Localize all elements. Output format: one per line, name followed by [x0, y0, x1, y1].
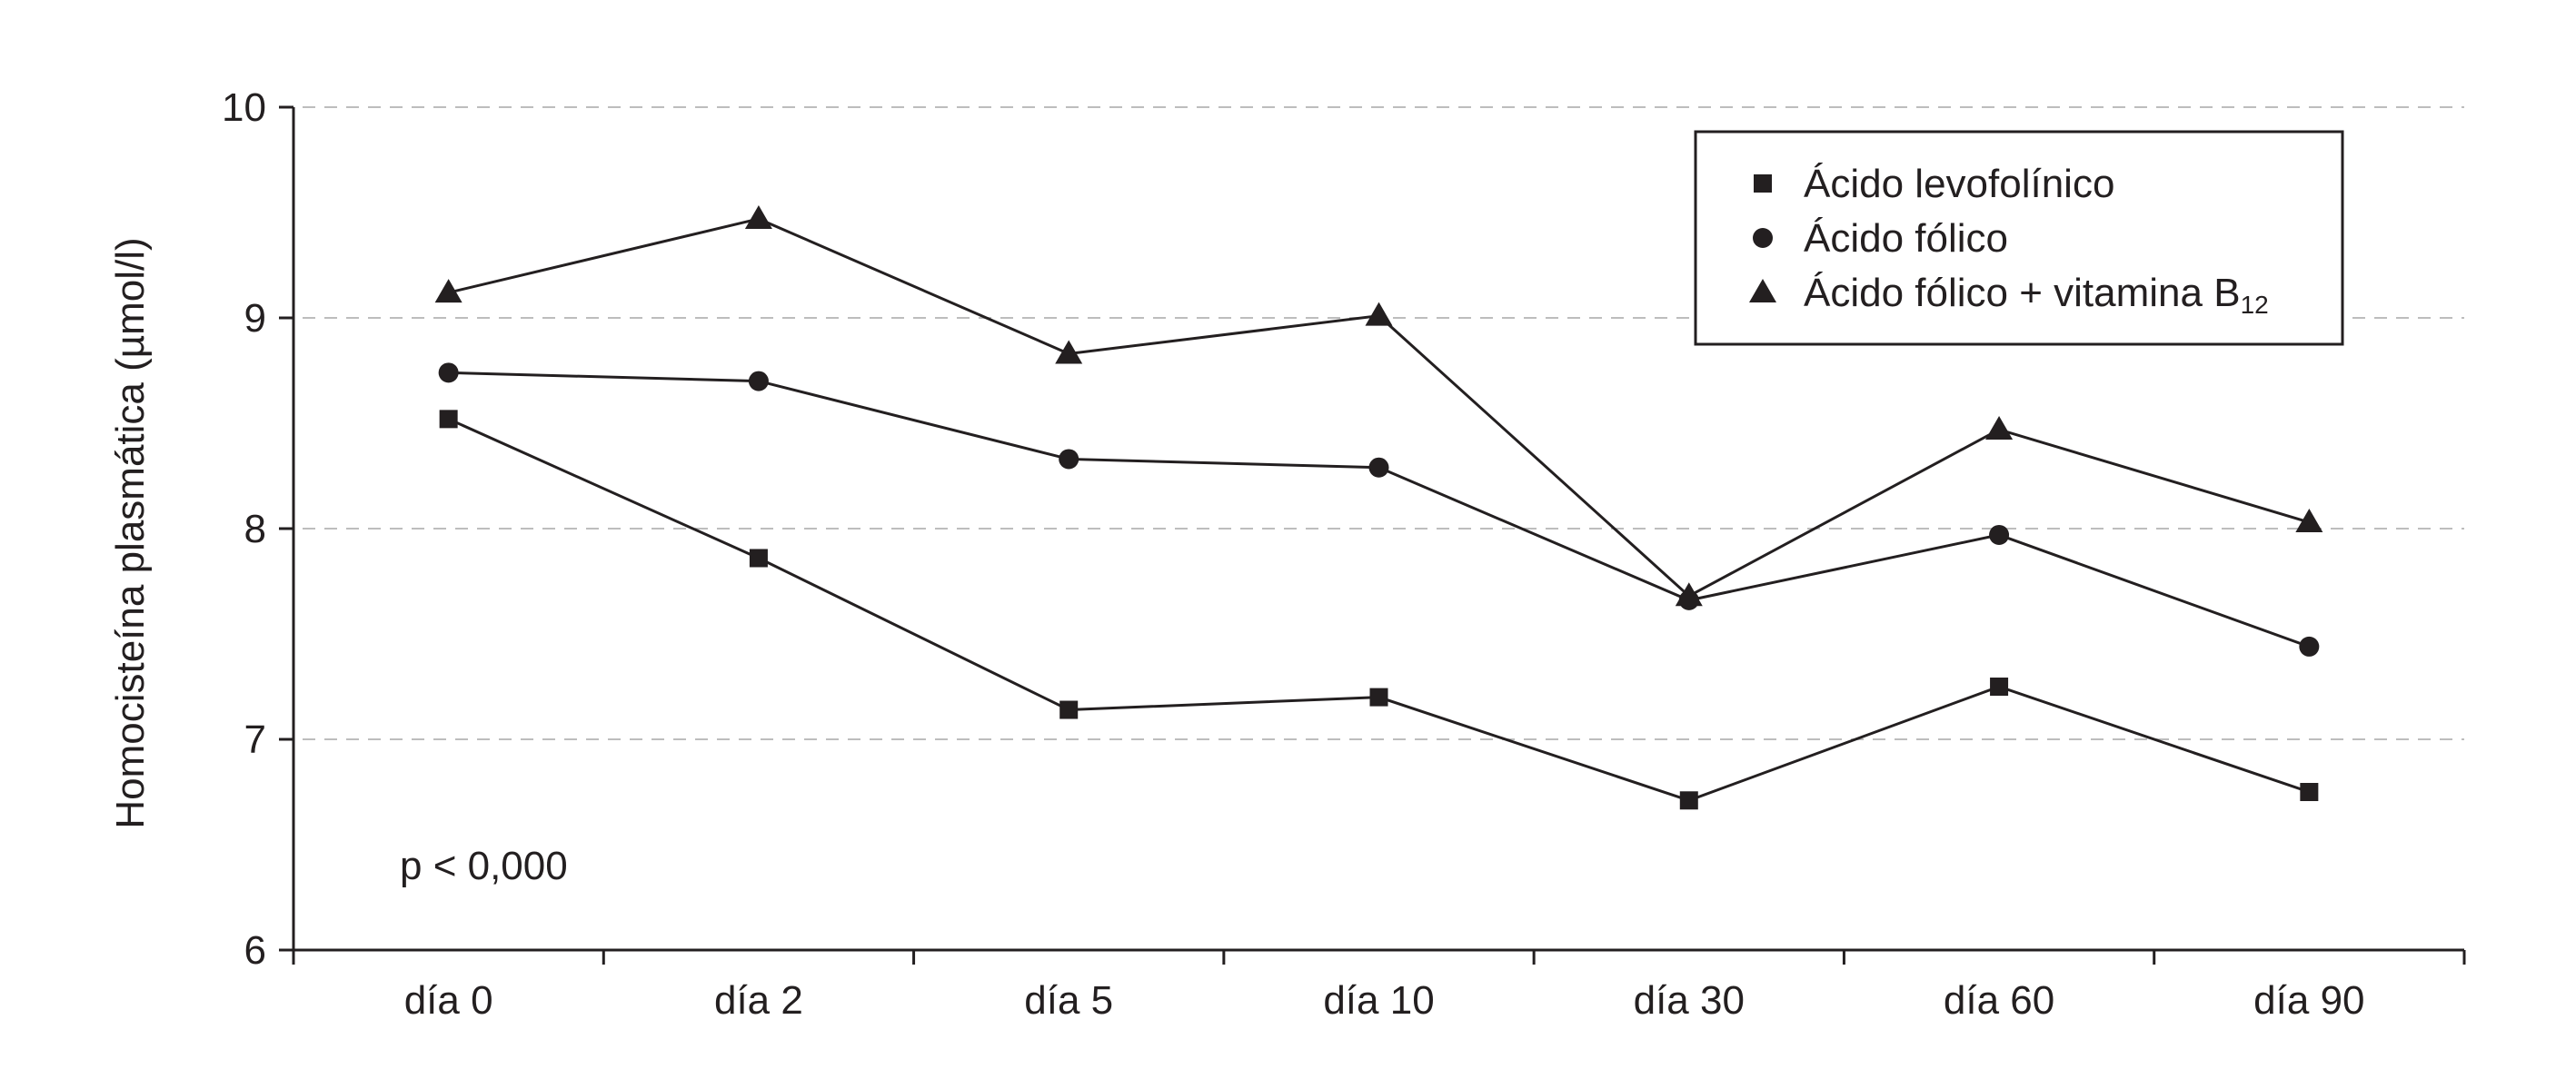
- significance-annotation: p < 0,000: [400, 844, 568, 888]
- y-axis-title: Homocisteína plasmática (µmol/l): [108, 237, 153, 828]
- data-point-triangle: [1365, 302, 1393, 326]
- legend-label: Ácido fólico: [1804, 216, 2008, 261]
- legend-label: Ácido fólico + vitamina B12: [1804, 271, 2269, 319]
- y-tick-label: 9: [244, 296, 266, 341]
- legend-label: Ácido levofolínico: [1804, 162, 2114, 206]
- legend-marker-triangle: [1749, 279, 1776, 302]
- data-point-circle: [1368, 457, 1389, 478]
- data-point-triangle: [744, 204, 772, 229]
- legend-box: [1694, 130, 2344, 346]
- data-point-triangle: [2295, 509, 2323, 533]
- data-point-circle: [438, 362, 459, 383]
- axes: 6 7 8 9 10 día 0 día 2 día 5 día 10 día 30 día 60 d…: [222, 85, 2466, 1023]
- y-tick-label: 6: [244, 928, 266, 973]
- x-tick-label: día 90: [2253, 978, 2364, 1023]
- x-tick-label: día 2: [714, 978, 803, 1023]
- series-line: [448, 371, 2310, 648]
- series-square: [439, 410, 2319, 810]
- data-point-circle: [1059, 449, 1079, 470]
- y-tick-label: 10: [222, 85, 266, 130]
- x-tick-label: día 30: [1634, 978, 1745, 1023]
- y-tick-label: 8: [244, 507, 266, 551]
- series-circle: [438, 362, 2320, 657]
- data-point-square: [2300, 783, 2319, 801]
- data-point-square: [439, 410, 458, 429]
- data-point-square: [1990, 678, 2009, 696]
- data-point-triangle: [1985, 415, 2014, 440]
- data-point-square: [1679, 791, 1698, 810]
- legend-marker-circle: [1753, 228, 1773, 248]
- data-point-square: [1369, 688, 1388, 707]
- data-point-square: [1059, 700, 1079, 719]
- data-point-triangle: [434, 279, 462, 303]
- data-point-square: [749, 549, 768, 568]
- series: [434, 204, 2323, 810]
- legend-marker-square: [1754, 174, 1772, 193]
- data-point-triangle: [1675, 582, 1703, 607]
- data-point-triangle: [1055, 340, 1083, 364]
- x-tick-label: día 60: [1944, 978, 2054, 1023]
- x-tick-label: día 10: [1323, 978, 1434, 1023]
- y-tick-label: 7: [244, 718, 266, 762]
- data-point-circle: [1989, 524, 2010, 545]
- series-triangle: [434, 204, 2323, 607]
- x-tick-label: día 5: [1024, 978, 1113, 1023]
- data-point-circle: [748, 371, 769, 391]
- x-tick-label: día 0: [404, 978, 493, 1023]
- data-point-circle: [2299, 636, 2320, 657]
- legend: Ácido levofolínico Ácido fólico Ácido fóli…: [1694, 130, 2344, 346]
